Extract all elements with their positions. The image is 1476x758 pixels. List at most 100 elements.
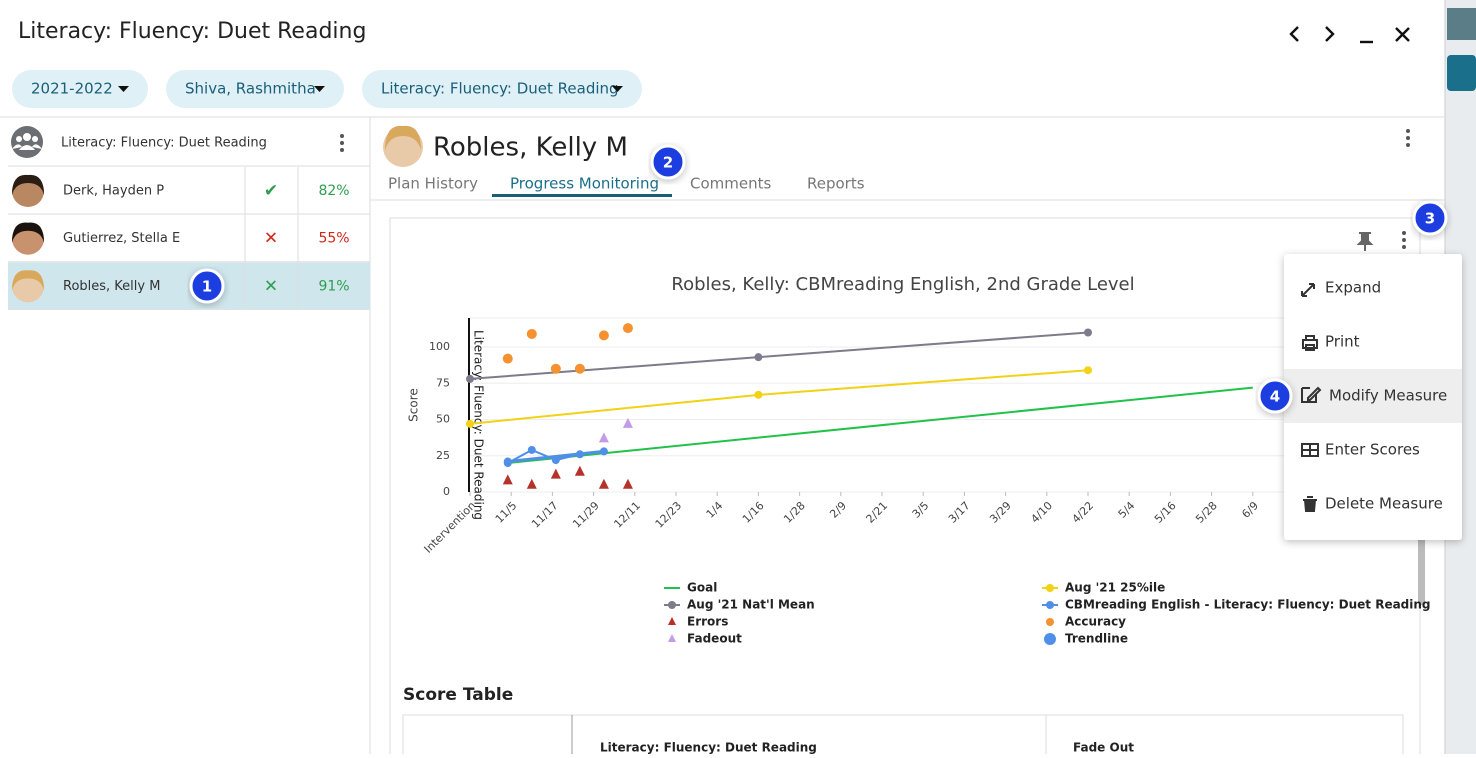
circle-marker <box>598 330 609 341</box>
triangle-marker <box>550 468 561 479</box>
filter-pill[interactable] <box>166 70 344 108</box>
student-percent: 55% <box>318 231 349 247</box>
y-tick-label: 50 <box>436 413 450 426</box>
tab: Plan History <box>388 175 478 193</box>
dropdown-caret <box>118 86 129 92</box>
callout-badge <box>1257 378 1293 414</box>
student-percent: 91% <box>318 278 349 294</box>
legend-label: Trendline <box>1065 632 1128 646</box>
callout-number: 4 <box>1270 388 1280 406</box>
filter-label: Shiva, Rashmitha <box>185 80 316 98</box>
student-name: Gutierrez, Stella E <box>63 231 180 246</box>
circle-marker <box>503 457 512 466</box>
status-icon: ✕ <box>264 276 278 296</box>
circle-marker <box>527 445 536 454</box>
tab: Reports <box>807 175 865 193</box>
student-percent: 82% <box>318 183 349 199</box>
chart-title: Robles, Kelly: CBMreading English, 2nd G… <box>671 274 1134 295</box>
group-kebab[interactable] <box>340 134 344 152</box>
legend-label: Fadeout <box>687 632 742 646</box>
circle-marker <box>1084 366 1092 375</box>
series-line <box>507 449 605 464</box>
triangle-marker <box>598 478 609 489</box>
callout-number: 2 <box>663 154 673 172</box>
triangle-marker <box>574 465 585 476</box>
circle-marker <box>1084 328 1092 337</box>
filter-pill[interactable] <box>362 70 642 108</box>
profile-avatar-hair <box>385 125 421 150</box>
circle-marker <box>550 363 561 374</box>
circle-marker <box>574 363 585 374</box>
score-table <box>402 714 1404 758</box>
student-avatar-hair <box>12 174 44 195</box>
circle-marker <box>668 601 676 609</box>
circle-marker <box>466 419 474 428</box>
circle-marker <box>754 353 763 362</box>
triangle-marker <box>668 617 676 625</box>
circle-marker <box>622 323 633 334</box>
menu-item[interactable]: Print <box>1325 333 1360 351</box>
side-photo <box>1447 8 1476 40</box>
menu-icon <box>1303 496 1317 512</box>
circle-marker <box>1044 633 1056 645</box>
menu-item[interactable]: Enter Scores <box>1325 441 1420 459</box>
y-tick-label: 0 <box>443 485 450 498</box>
legend-label: Aug '21 Nat'l Mean <box>687 598 815 612</box>
group-icon-people <box>12 133 42 150</box>
series-line <box>507 386 1253 464</box>
profile-kebab[interactable] <box>1406 129 1410 147</box>
menu-item[interactable]: Expand <box>1325 279 1381 297</box>
filter-label: Literacy: Fluency: Duet Reading <box>381 80 619 98</box>
callout-badge <box>189 268 225 304</box>
legend-label: Aug '21 25%ile <box>1065 581 1165 595</box>
pin-icon[interactable] <box>1356 232 1374 251</box>
circle-marker <box>599 447 608 456</box>
group-label: Literacy: Fluency: Duet Reading <box>61 136 267 151</box>
next-button[interactable] <box>1325 26 1335 42</box>
y-tick-label: 75 <box>436 376 450 389</box>
student-avatar-hair <box>12 222 44 243</box>
menu-icon <box>1301 283 1315 297</box>
tab: Progress Monitoring <box>510 175 659 193</box>
table-header: Fade Out <box>1073 741 1134 755</box>
side-button[interactable] <box>1447 55 1476 91</box>
y-axis-label: Score <box>407 388 421 422</box>
student-avatar-hair <box>12 270 44 291</box>
table-header: Literacy: Fluency: Duet Reading <box>600 741 817 755</box>
triangle-marker <box>622 478 633 489</box>
callout-badge <box>1412 200 1448 236</box>
circle-marker <box>1046 601 1054 609</box>
triangle-marker <box>502 474 513 485</box>
series-line <box>507 448 581 464</box>
triangle-marker <box>598 432 609 443</box>
circle-marker <box>1046 618 1054 626</box>
triangle-marker <box>668 634 676 642</box>
window-controls <box>1289 26 1410 44</box>
chart-kebab[interactable] <box>1402 231 1406 249</box>
callout-number: 1 <box>202 278 212 296</box>
legend-label: CBMreading English - Literacy: Fluency: … <box>1065 598 1431 612</box>
menu-icon <box>1301 443 1319 457</box>
callout-number: 3 <box>1425 210 1435 228</box>
selected-row <box>8 262 370 310</box>
score-table-title: Score Table <box>403 685 513 705</box>
y-tick-label: 100 <box>429 340 450 353</box>
filter-pill[interactable] <box>12 70 148 108</box>
menu-item[interactable]: Modify Measure <box>1329 387 1447 405</box>
close-button[interactable] <box>1395 27 1410 42</box>
status-icon: ✔ <box>264 181 278 201</box>
status-icon: ✕ <box>264 229 278 249</box>
profile-name: Robles, Kelly M <box>433 133 628 163</box>
menu-item[interactable]: Delete Measure <box>1325 495 1443 513</box>
callout-badge <box>650 144 686 180</box>
circle-marker <box>502 353 513 364</box>
prev-button[interactable] <box>1289 26 1299 42</box>
triangle-marker <box>526 478 537 489</box>
dropdown-caret <box>314 86 325 92</box>
active-tab-underline <box>492 194 672 197</box>
circle-marker <box>754 390 763 399</box>
modal-title: Literacy: Fluency: Duet Reading <box>18 19 366 44</box>
circle-marker <box>1046 584 1054 592</box>
